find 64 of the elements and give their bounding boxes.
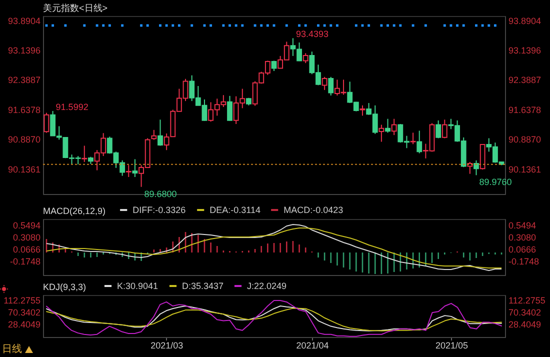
annotation: 89.6800 <box>144 188 177 199</box>
y-tick-label: 93.8904 <box>8 16 40 26</box>
legend-label: DEA:-0.3114 <box>210 205 260 215</box>
annotation: 91.5992 <box>56 102 88 112</box>
text: 日线 <box>2 342 22 356</box>
y-tick-label: 0.5494 <box>12 220 40 231</box>
legend-label: D:35.3437 <box>182 281 224 291</box>
y2-tick-label: 91.6378 <box>508 104 542 115</box>
candlestick <box>328 76 334 96</box>
candlestick <box>385 118 390 134</box>
y-tick-label: 90.8870 <box>8 134 40 145</box>
y2-tick-label: 28.4049 <box>508 320 542 330</box>
legend-label: MACD:-0.0423 <box>284 205 344 215</box>
y2-tick-label: 93.1396 <box>508 46 542 56</box>
y2-tick-label: 0.5494 <box>508 220 536 231</box>
x-tick-label: 2021/04 <box>296 340 329 350</box>
y-tick-label: 112.2755 <box>4 295 40 306</box>
candlestick <box>378 124 384 142</box>
legend-label: J:22.0249 <box>247 281 287 291</box>
candlestick <box>474 160 479 176</box>
candlestick <box>227 95 232 122</box>
y-tick-label: 28.4049 <box>8 320 40 330</box>
y-tick-label: 92.3887 <box>8 75 40 86</box>
legend-label: DIFF:-0.3326 <box>132 205 186 215</box>
candlestick <box>271 60 277 72</box>
y2-tick-label: 70.3402 <box>508 307 542 318</box>
candlestick <box>322 76 328 90</box>
chart-title: KDJ(9,3,3) <box>43 282 86 292</box>
chart-title: MACD(26,12,9) <box>43 206 106 216</box>
y-tick-label: 90.1361 <box>8 164 40 174</box>
y2-tick-label: 90.1361 <box>508 164 542 174</box>
candlestick <box>410 132 416 145</box>
candlestick <box>82 145 88 162</box>
y-tick-label: 0.3080 <box>12 232 40 243</box>
y2-tick-label: 93.8904 <box>508 16 542 26</box>
x-tick-label: 2021/03 <box>150 340 184 350</box>
candlestick <box>132 158 138 178</box>
candlestick <box>158 119 163 146</box>
y2-tick-label: 92.3887 <box>508 75 542 86</box>
legend-label: K:30.9041 <box>117 281 158 291</box>
y-tick-label: 91.6378 <box>8 104 40 115</box>
y2-tick-label: -0.1748 <box>508 256 540 267</box>
candlestick <box>391 118 397 136</box>
y2-tick-label: 0.0666 <box>508 244 536 255</box>
annotation: 89.9760 <box>479 177 512 188</box>
candlestick <box>302 52 308 64</box>
annotation: 93.4393 <box>296 29 329 40</box>
y2-tick-label: 90.8870 <box>508 134 542 145</box>
y-tick-label: -0.1748 <box>10 256 40 267</box>
chart-title: 美元指数<日线> <box>43 3 108 13</box>
candlestick <box>126 164 132 178</box>
y2-tick-label: 0.3080 <box>508 232 536 243</box>
candlestick <box>436 120 442 139</box>
x-tick-label: 2021/05 <box>435 340 468 350</box>
line-series <box>46 300 502 337</box>
candlestick <box>442 119 448 139</box>
y-tick-label: 0.0666 <box>12 244 40 255</box>
y2-tick-label: 112.2755 <box>508 295 546 306</box>
y-tick-label: 70.3402 <box>8 307 40 318</box>
candlestick <box>467 161 473 174</box>
candlestick <box>44 112 50 134</box>
y-tick-label: 93.1396 <box>8 46 40 56</box>
candlestick <box>416 130 422 154</box>
candlestick <box>151 129 157 140</box>
